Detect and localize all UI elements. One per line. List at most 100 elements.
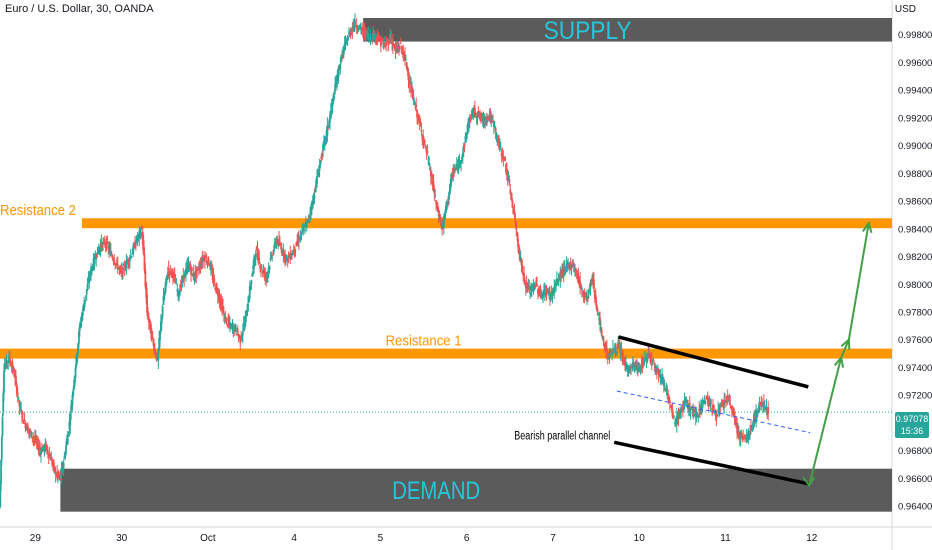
candle-body: [209, 263, 211, 267]
candle-body: [580, 284, 582, 286]
candle-body: [590, 280, 593, 284]
projection-arrowhead-1: [833, 355, 845, 368]
candle-body: [224, 316, 227, 323]
candle-body: [345, 39, 348, 41]
candle-body: [334, 83, 337, 92]
candle-body: [740, 432, 743, 438]
candle-body: [512, 209, 515, 213]
candle-body: [502, 157, 505, 162]
candle-body: [142, 240, 145, 255]
candle-body: [511, 206, 514, 208]
candle-body: [536, 284, 538, 287]
candle-body: [313, 195, 316, 199]
candle-body: [407, 75, 410, 81]
candle-body: [210, 266, 212, 270]
candle-body: [357, 29, 360, 31]
price-tick-label: 0.98800: [898, 169, 932, 180]
candle-body: [85, 289, 88, 295]
candle-body: [608, 351, 611, 359]
candle-body: [90, 267, 92, 276]
candle-body: [484, 121, 487, 123]
candle-body: [653, 363, 656, 365]
candle-body: [372, 34, 375, 40]
candle-body: [745, 437, 748, 441]
candle-body: [122, 264, 125, 266]
candle-body: [236, 328, 239, 335]
candle-body: [3, 371, 5, 394]
candle-body: [397, 48, 400, 50]
candle-body: [250, 280, 253, 285]
price-tick-label: 0.98200: [898, 252, 932, 263]
candle-body: [480, 116, 482, 119]
candle-body: [762, 401, 765, 405]
candle-body: [204, 256, 207, 258]
candle-body: [434, 194, 437, 197]
candle-body: [389, 34, 392, 40]
candle-body: [205, 260, 208, 263]
currency-label: USD: [894, 4, 916, 15]
candle-body: [430, 171, 432, 177]
candle-body: [461, 157, 463, 160]
candle-body: [672, 415, 675, 418]
candle-body: [147, 310, 149, 319]
candle-body: [17, 397, 20, 399]
candle-body: [84, 295, 87, 297]
candle-body: [102, 241, 104, 245]
candle-body: [750, 426, 753, 428]
candle-body: [505, 168, 508, 176]
candle-body: [241, 335, 243, 340]
candle-body: [433, 188, 436, 194]
candle-body: [603, 344, 606, 347]
candle-body: [524, 280, 526, 282]
candle-body: [278, 239, 280, 246]
candle-body: [399, 42, 402, 44]
candle-body: [197, 267, 199, 269]
candle-body: [379, 37, 382, 47]
candle-body: [311, 200, 314, 209]
channel-upper-line: [618, 335, 809, 389]
channel-lower-line: [613, 440, 810, 486]
candle-body: [46, 450, 49, 455]
candle-body: [160, 316, 163, 324]
candle-body: [737, 430, 739, 433]
candle-body: [751, 424, 754, 426]
candle-body: [130, 256, 133, 258]
candle-body: [701, 403, 704, 408]
candle-body: [611, 354, 613, 356]
time-tick-label: 4: [291, 533, 297, 544]
candle-body: [656, 367, 659, 372]
candle-body: [212, 273, 215, 283]
candle-body: [649, 353, 652, 359]
supply-label: SUPPLY: [544, 17, 632, 45]
candle-body: [404, 59, 407, 61]
candle-body: [515, 222, 518, 231]
candle-body: [671, 408, 674, 417]
candle-body: [193, 278, 196, 280]
candle-body: [144, 269, 147, 287]
candle-body: [622, 357, 625, 359]
candle-body: [337, 66, 340, 77]
candle-body: [457, 160, 460, 170]
candle-body: [347, 37, 349, 41]
candle-body: [220, 297, 223, 305]
time-tick-label: 11: [720, 533, 731, 544]
candle-body: [698, 409, 701, 411]
candle-body: [354, 20, 356, 27]
candle-body: [1, 417, 4, 436]
candle-body: [736, 422, 739, 434]
candle-body: [174, 282, 177, 284]
candle-body: [96, 253, 98, 257]
resistance-1-label: Resistance 1: [386, 333, 462, 350]
candle-body: [599, 317, 601, 325]
candle-body: [56, 475, 59, 478]
candle-body: [620, 349, 623, 354]
candle-body: [650, 360, 653, 362]
candle-body: [109, 247, 111, 250]
candle-body: [529, 292, 532, 294]
candle-body: [191, 267, 193, 271]
candle-body: [446, 202, 449, 206]
candle-body: [21, 413, 24, 415]
candle-body: [109, 251, 112, 256]
candle-body: [486, 120, 488, 122]
